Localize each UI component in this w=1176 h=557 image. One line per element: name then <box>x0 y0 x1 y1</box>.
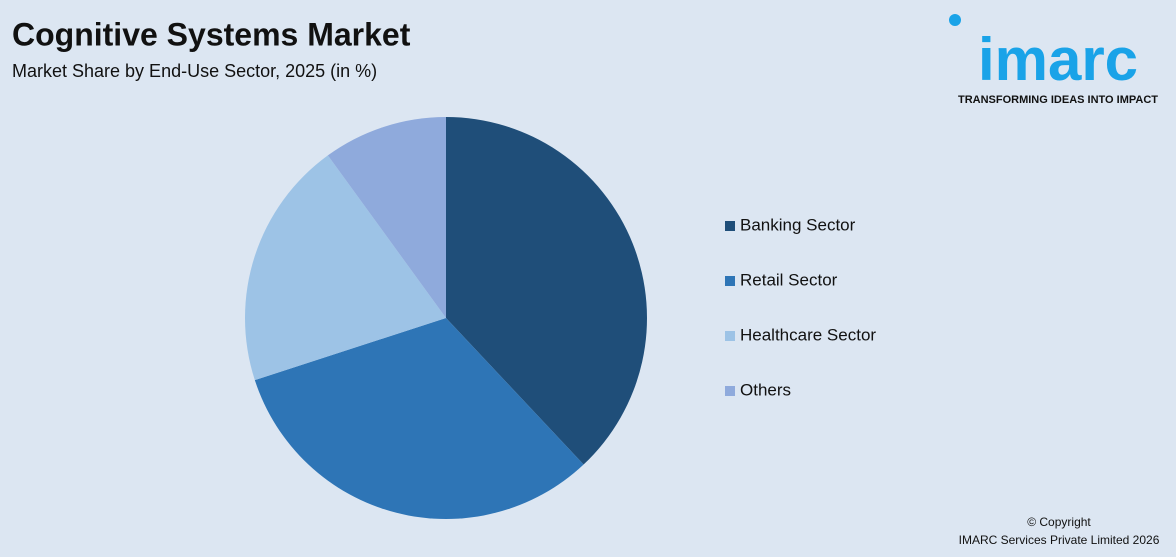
pie-slice <box>446 117 648 465</box>
legend-label: Retail Sector <box>740 270 838 289</box>
chart-title: Cognitive Systems Market <box>12 16 411 52</box>
copyright: © Copyright <box>1027 515 1091 529</box>
legend-label: Others <box>740 380 791 399</box>
legend-swatch <box>725 331 735 341</box>
legend-swatch <box>725 276 735 286</box>
legend-swatch <box>725 221 735 231</box>
logo-dot <box>949 14 961 26</box>
pie-slice <box>244 155 446 381</box>
chart-subtitle: Market Share by End-Use Sector, 2025 (in… <box>12 61 377 81</box>
legend-label: Banking Sector <box>740 215 856 234</box>
pie-slice <box>327 117 446 318</box>
legend-swatch <box>725 386 735 396</box>
logo: imarc <box>978 26 1138 93</box>
pie-slice <box>254 318 584 519</box>
logo-tagline: TRANSFORMING IDEAS INTO IMPACT <box>958 94 1158 106</box>
legend-label: Healthcare Sector <box>740 325 876 344</box>
copyright: IMARC Services Private Limited 2026 <box>959 533 1160 547</box>
